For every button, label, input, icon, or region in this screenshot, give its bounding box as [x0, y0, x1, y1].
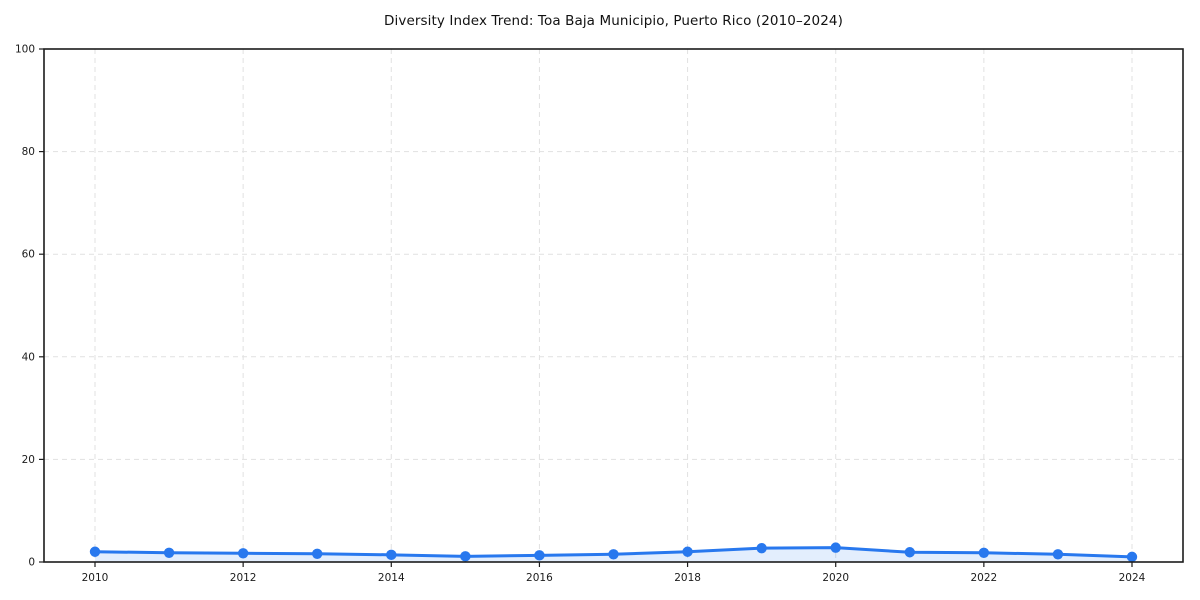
y-tick-label: 20 [22, 454, 35, 466]
data-point-2023 [1052, 549, 1064, 560]
data-point-2015 [460, 551, 471, 562]
x-tick-label: 2016 [526, 572, 553, 584]
data-point-2022 [978, 547, 990, 558]
data-point-2021 [904, 547, 915, 558]
data-point-2020 [830, 542, 841, 553]
data-point-2024 [1126, 551, 1138, 563]
x-tick-label: 2024 [1119, 572, 1146, 584]
y-tick-label: 40 [22, 351, 35, 363]
data-point-2012 [237, 548, 249, 559]
x-tick-label: 2012 [230, 572, 257, 584]
data-point-2016 [534, 550, 545, 561]
chart-title: Diversity Index Trend: Toa Baja Municipi… [384, 13, 843, 29]
x-tick-label: 2022 [970, 572, 997, 584]
data-point-2018 [682, 546, 693, 557]
data-point-2017 [608, 549, 619, 560]
plot-area [44, 49, 1183, 562]
x-tick-label: 2010 [82, 572, 109, 584]
y-tick-label: 100 [15, 44, 35, 56]
data-point-2010 [89, 546, 101, 557]
data-point-2014 [386, 549, 397, 561]
data-point-2011 [163, 547, 175, 558]
x-tick-label: 2020 [822, 572, 849, 584]
y-tick-label: 80 [22, 146, 35, 158]
y-tick-label: 0 [28, 557, 35, 569]
data-point-2013 [312, 548, 323, 559]
plot-frame [43, 48, 1184, 563]
x-tick-label: 2018 [674, 572, 701, 584]
y-tick-label: 60 [22, 249, 35, 261]
data-point-2019 [756, 542, 767, 554]
x-tick-label: 2014 [378, 572, 405, 584]
